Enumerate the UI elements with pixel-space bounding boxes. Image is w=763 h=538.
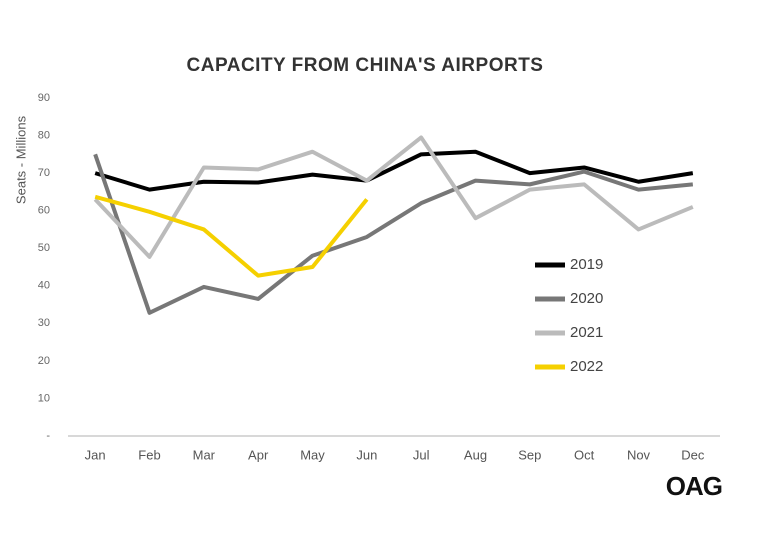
y-tick-label: 70 [38,167,50,179]
y-axis-label: Seats - Millions [13,115,28,204]
x-tick-label: May [300,447,325,462]
y-tick-label: 80 [38,129,50,141]
y-tick-label: 90 [38,92,50,104]
x-tick-label: Oct [574,447,595,462]
x-tick-label: Nov [627,447,651,462]
y-tick-label: 30 [38,317,50,329]
legend-label: 2020 [570,290,603,307]
x-tick-label: Jan [85,447,106,462]
y-tick-label: 20 [38,355,50,367]
x-tick-label: Feb [138,447,160,462]
logo: OAG [666,471,722,501]
x-tick-label: Sep [518,447,541,462]
x-tick-label: Dec [681,447,705,462]
chart-title: CAPACITY FROM CHINA'S AIRPORTS [187,55,544,76]
y-tick-label: 60 [38,205,50,217]
y-tick-label: - [46,430,50,442]
y-tick-label: 40 [38,280,50,292]
x-tick-label: Mar [193,447,216,462]
legend-label: 2022 [570,358,603,375]
y-tick-label: 10 [38,392,50,404]
series-line [93,153,694,315]
legend-label: 2021 [570,324,603,341]
x-tick-label: Aug [464,447,487,462]
x-tick-label: Apr [248,447,269,462]
legend-label: 2019 [570,256,603,273]
x-tick-label: Jul [413,447,430,462]
x-tick-label: Jun [356,447,377,462]
series-line [93,135,694,259]
y-tick-label: 50 [38,242,50,254]
series-line [94,194,369,278]
